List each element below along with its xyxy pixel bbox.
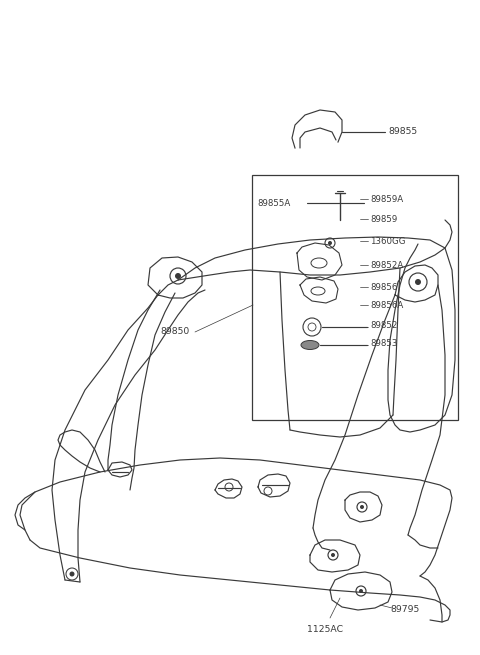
Circle shape: [359, 589, 363, 593]
Text: 89859A: 89859A: [370, 195, 403, 204]
Circle shape: [331, 553, 335, 557]
Text: 1360GG: 1360GG: [370, 236, 406, 246]
Circle shape: [360, 505, 364, 509]
Text: 89855: 89855: [388, 128, 417, 136]
Text: 89850: 89850: [160, 328, 189, 337]
Ellipse shape: [301, 341, 319, 350]
Bar: [252, 175, 458, 420]
Text: 89855A: 89855A: [257, 198, 290, 208]
Text: 89795: 89795: [390, 605, 419, 614]
Circle shape: [415, 279, 421, 285]
Text: 89853: 89853: [370, 339, 397, 348]
Text: 89856: 89856: [370, 282, 397, 291]
Text: 89856A: 89856A: [370, 301, 403, 310]
Text: 89859: 89859: [370, 214, 397, 223]
Text: 1125AC: 1125AC: [307, 626, 343, 635]
Text: 89852A: 89852A: [370, 261, 403, 269]
Circle shape: [328, 241, 332, 245]
Circle shape: [70, 572, 74, 576]
Circle shape: [175, 273, 181, 279]
Text: 89852: 89852: [370, 320, 397, 329]
